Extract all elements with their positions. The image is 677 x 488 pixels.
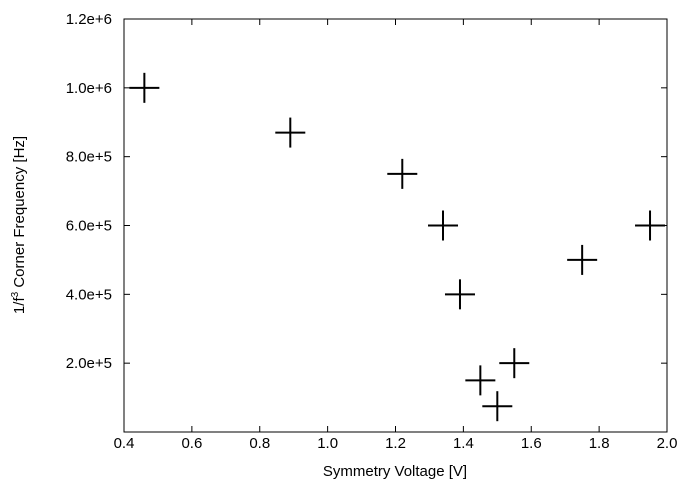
y-tick-label: 1.2e+6 (66, 11, 112, 28)
data-point (567, 244, 598, 275)
x-tick-label: 0.8 (249, 435, 270, 452)
y-tick-label: 1.0e+6 (66, 80, 112, 97)
plot-frame (123, 18, 668, 433)
x-tick-label: 1.0 (317, 435, 338, 452)
y-tick-label: 2.0e+5 (66, 355, 112, 372)
x-tick-label: 0.4 (114, 435, 135, 452)
x-tick-label: 1.6 (521, 435, 542, 452)
data-point (465, 365, 496, 396)
data-point (129, 72, 160, 103)
y-axis-label-main: 1/f (11, 297, 28, 315)
data-point (635, 210, 666, 241)
y-tick-label: 4.0e+5 (66, 286, 112, 303)
y-axis-label-rest: Corner Frequency [Hz] (11, 136, 28, 292)
x-tick-label: 1.8 (589, 435, 610, 452)
x-tick-label: 2.0 (657, 435, 677, 452)
data-point (444, 279, 475, 310)
data-point (499, 348, 530, 379)
data-points (129, 72, 666, 422)
x-tick-label: 1.4 (453, 435, 474, 452)
y-tick-label: 6.0e+5 (66, 218, 112, 235)
data-point (275, 117, 306, 148)
data-point (482, 391, 513, 422)
x-tick-label: 1.2 (385, 435, 406, 452)
y-axis: 2.0e+5 4.0e+5 6.0e+5 8.0e+5 1.0e+6 1.2e+6 (66, 11, 667, 372)
data-point (387, 158, 418, 189)
x-axis: 0.4 0.6 0.8 1.0 1.2 1.4 1.6 1.8 2.0 (114, 19, 677, 452)
data-point (428, 210, 459, 241)
y-tick-label: 8.0e+5 (66, 149, 112, 166)
y-axis-label: 1/f3 Corner Frequency [Hz] (10, 136, 28, 314)
y-axis-label-superscript: 3 (10, 291, 21, 297)
x-tick-label: 0.6 (181, 435, 202, 452)
x-axis-label: Symmetry Voltage [V] (323, 463, 467, 480)
